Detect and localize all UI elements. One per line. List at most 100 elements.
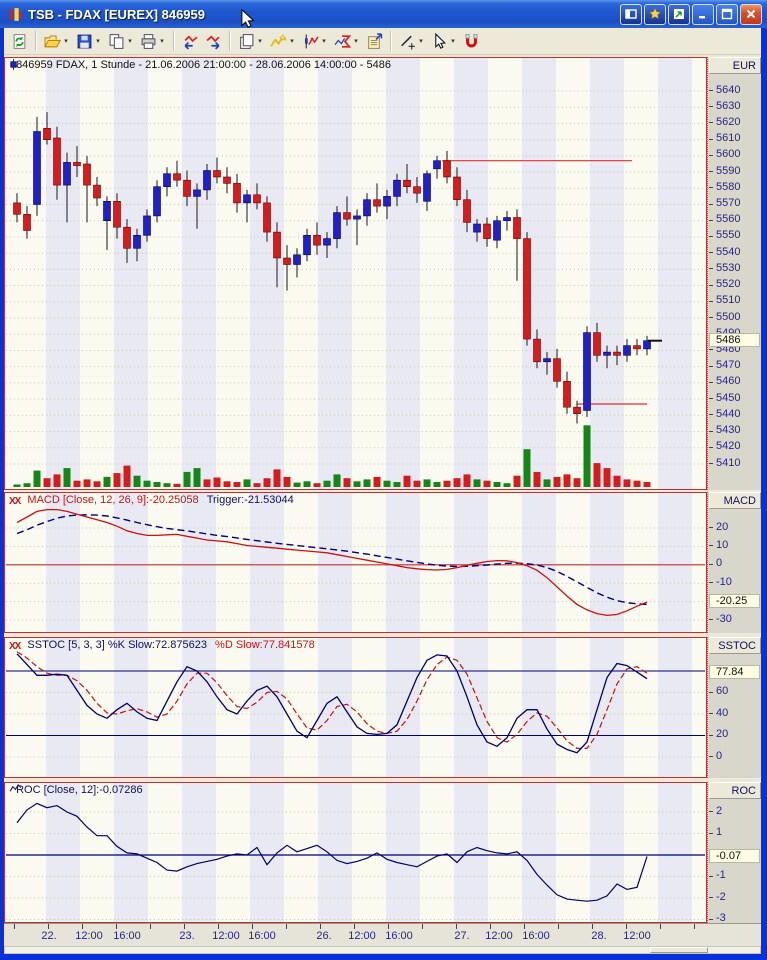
strategy-button[interactable]: ▾: [331, 30, 363, 52]
horizontal-scrollbar[interactable]: [4, 946, 761, 954]
time-axis-label: 12:00: [485, 930, 513, 942]
sstoc-axis[interactable]: SSTOC 60 40 20 0 77.84: [707, 637, 761, 778]
macd-label: MACD [Close, 12, 26, 9]:-20.25058: [27, 494, 199, 506]
price-axis-tick: 5410: [716, 456, 741, 469]
properties-button[interactable]: [363, 30, 386, 52]
tick-mark: [709, 219, 713, 221]
chart-back-button[interactable]: [179, 30, 202, 52]
tick-mark: [709, 203, 713, 205]
copy-button[interactable]: ▾: [105, 30, 137, 52]
macd-trigger-label: Trigger:-21.53044: [206, 494, 294, 506]
roc-chart[interactable]: [5, 783, 706, 922]
price-gridlines: [6, 90, 705, 465]
value-axis-column[interactable]: EUR 5640 5630 5620 5610 5600 5590 5580 5570 5560 5…: [707, 55, 761, 954]
roc-axis-tick: -3: [716, 912, 726, 923]
dropdown-arrow-icon[interactable]: ▾: [322, 38, 326, 45]
price-axis-tick: 5430: [716, 424, 741, 437]
macd-axis-tick: 0: [716, 557, 723, 570]
new-page-button[interactable]: ▾: [235, 30, 267, 52]
tick-mark: [709, 284, 713, 286]
chart-forward-button[interactable]: [202, 30, 225, 52]
app-icon: [7, 6, 24, 23]
toolbar-separator: [35, 31, 37, 51]
close-button[interactable]: [740, 3, 762, 25]
price-axis-tick: 5610: [716, 132, 741, 145]
dropdown-arrow-icon[interactable]: ▾: [96, 38, 100, 45]
sstoc-k-line: [16, 653, 648, 754]
dropdown-arrow-icon[interactable]: ▾: [354, 38, 358, 45]
main-chart-panel[interactable]: 846959 FDAX, 1 Stunde - 21.06.2006 21:00…: [4, 57, 707, 490]
time-tick: [388, 924, 389, 929]
tick-mark: [709, 122, 713, 124]
titlebar[interactable]: TSB - FDAX [EUREX] 846959: [0, 0, 767, 28]
tick-mark: [709, 527, 713, 528]
price-axis-tick: 5460: [716, 375, 741, 388]
macd-panel[interactable]: XX MACD [Close, 12, 26, 9]:-20.25058 Tri…: [4, 492, 707, 633]
line-study-button[interactable]: ▾: [299, 30, 331, 52]
link-button[interactable]: [668, 3, 690, 25]
minimize-button[interactable]: [692, 3, 714, 25]
tick-mark: [709, 349, 713, 351]
roc-axis-title: ROC: [709, 782, 761, 799]
time-axis-label: 27.: [454, 930, 470, 942]
price-axis-tick: 5530: [716, 261, 741, 274]
roc-line: [16, 802, 648, 902]
candlestick-chart[interactable]: [5, 58, 706, 489]
scrollbar-thumb[interactable]: [650, 947, 708, 953]
tick-mark: [709, 430, 713, 432]
magnet-button[interactable]: [460, 30, 483, 52]
drawn-horizontal-lines[interactable]: [442, 160, 647, 405]
time-axis[interactable]: 22. 12:00 16:00 23. 12:00 16:00 26. 12:00 16:00 2…: [4, 923, 761, 946]
maximize-button[interactable]: [716, 3, 738, 25]
panel-toggle-button[interactable]: [620, 3, 642, 25]
indicator-button[interactable]: ▾: [267, 30, 299, 52]
dropdown-arrow-icon[interactable]: ▾: [451, 38, 455, 45]
time-axis-label: 16:00: [522, 930, 550, 942]
open-button[interactable]: ▾: [41, 30, 73, 52]
sstoc-axis-current-value: 77.84: [709, 665, 760, 680]
price-axis-tick: 5600: [716, 148, 741, 161]
dropdown-arrow-icon[interactable]: ▾: [128, 38, 132, 45]
price-axis-tick: 5470: [716, 359, 741, 372]
roc-axis[interactable]: ROC 2 1 -1 -2 -3 -0.07: [707, 782, 761, 923]
macd-line: [16, 508, 648, 617]
tick-mark: [709, 734, 713, 736]
price-axis-tick: 5630: [716, 99, 741, 112]
tick-mark: [709, 106, 713, 108]
main-chart-header: 846959 FDAX, 1 Stunde - 21.06.2006 21:00…: [9, 59, 391, 71]
price-axis[interactable]: EUR 5640 5630 5620 5610 5600 5590 5580 5570 5560 5…: [707, 57, 761, 490]
window-title: TSB - FDAX [EUREX] 846959: [28, 6, 205, 22]
macd-chart[interactable]: [5, 493, 706, 632]
dropdown-arrow-icon[interactable]: ▾: [258, 38, 262, 45]
macd-axis-tick: -30: [716, 612, 732, 625]
toolbar-separator: [173, 31, 175, 51]
macd-axis-tick: 20: [716, 520, 729, 533]
save-button[interactable]: ▾: [73, 30, 105, 52]
tick-mark: [709, 235, 713, 237]
time-axis-label: 12:00: [348, 930, 376, 942]
time-tick: [524, 924, 525, 929]
dropdown-arrow-icon[interactable]: ▾: [64, 38, 68, 45]
sstoc-d-label: %D Slow:77.841578: [215, 639, 315, 651]
sstoc-chart[interactable]: [5, 638, 706, 777]
roc-label: ROC [Close, 12]:-0.07286: [16, 784, 143, 796]
sstoc-panel[interactable]: XX SSTOC [5, 3, 3] %K Slow:72.875623 %D …: [4, 637, 707, 778]
macd-axis[interactable]: MACD 20 10 0 -10 -30 -20.25: [707, 492, 761, 633]
tick-mark: [709, 832, 713, 834]
sstoc-gridlines: [6, 692, 705, 758]
tick-mark: [709, 171, 713, 173]
roc-panel[interactable]: ROC [Close, 12]:-0.07286: [4, 782, 707, 923]
print-button[interactable]: ▾: [137, 30, 169, 52]
pointer-button[interactable]: ▾: [428, 30, 460, 52]
dropdown-arrow-icon[interactable]: ▾: [160, 38, 164, 45]
refresh-button[interactable]: [8, 30, 31, 52]
tick-mark: [709, 446, 713, 448]
dropdown-arrow-icon[interactable]: ▾: [290, 38, 294, 45]
time-tick: [558, 924, 559, 929]
dropdown-arrow-icon[interactable]: ▾: [419, 38, 423, 45]
time-tick: [354, 924, 355, 929]
price-axis-tick: 5420: [716, 440, 741, 453]
draw-line-button[interactable]: ▾: [396, 30, 428, 52]
favorites-button[interactable]: [644, 3, 666, 25]
time-tick: [218, 924, 219, 929]
